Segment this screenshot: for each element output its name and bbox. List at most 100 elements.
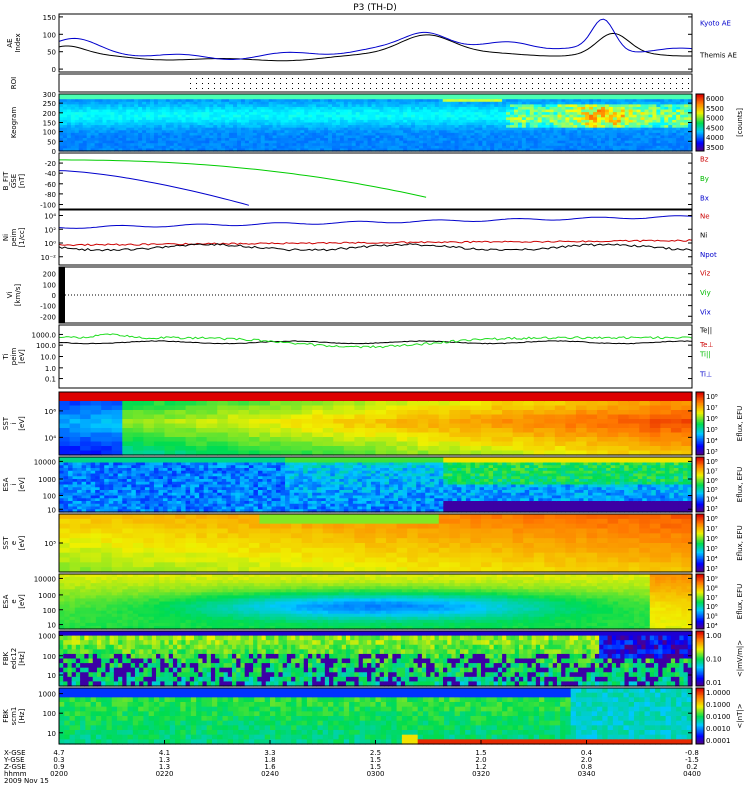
keogram-cell [513, 138, 519, 142]
keogram-cell [454, 114, 460, 118]
keogram-cell [525, 96, 531, 100]
roi-mark [556, 78, 557, 79]
keogram-cell [446, 101, 452, 105]
keogram-cell [102, 148, 108, 152]
sst_i-cell [554, 405, 566, 411]
keogram-cell [442, 114, 448, 118]
keogram-cell [209, 122, 214, 126]
keogram-cell [209, 132, 214, 137]
keogram-cell [446, 140, 452, 144]
keogram-cell [379, 114, 385, 118]
keogram-cell [403, 138, 408, 142]
keogram-cell [434, 99, 440, 103]
roi-mark [274, 88, 275, 89]
keogram-cell [466, 127, 472, 131]
keogram-cell [161, 132, 167, 137]
keogram-cell [486, 114, 491, 118]
keogram-cell [541, 94, 547, 98]
keogram-cell [620, 135, 626, 139]
keogram-cell [240, 127, 246, 131]
keogram-cell [122, 99, 127, 103]
sst_i-cell [248, 401, 261, 407]
keogram-cell [601, 125, 606, 129]
keogram-cell [185, 130, 191, 134]
roi-mark [406, 88, 407, 89]
roi-mark [586, 88, 587, 89]
keogram-cell [371, 132, 377, 137]
keogram-cell [355, 104, 361, 108]
keogram-cell [446, 125, 452, 129]
keogram-cell [98, 112, 104, 116]
keogram-cell [379, 138, 385, 142]
keogram-cell [300, 148, 305, 152]
keogram-cell [138, 119, 143, 124]
keogram-cell [525, 114, 531, 118]
keogram-cell [82, 117, 88, 121]
keogram-cell [517, 96, 523, 100]
sst_i-cell [417, 414, 429, 420]
keogram-cell [545, 119, 551, 124]
keogram-cell [351, 99, 357, 103]
keogram-cell [78, 135, 84, 139]
keogram-cell [94, 112, 100, 116]
keogram-cell [593, 143, 598, 147]
keogram-cell [640, 94, 646, 98]
roi-mark [664, 88, 665, 89]
keogram-cell [438, 109, 444, 113]
keogram-cell [430, 148, 436, 152]
keogram-cell [601, 109, 606, 113]
keogram-cell [268, 117, 274, 121]
roi-mark [250, 78, 251, 79]
keogram-cell [256, 145, 262, 150]
keogram-cell [74, 106, 80, 111]
keogram-cell [130, 99, 135, 103]
keogram-cell [549, 122, 555, 126]
keogram-cell [146, 145, 151, 150]
sst_i-cell [301, 446, 313, 452]
keogram-cell [347, 132, 353, 137]
keogram-cell [466, 130, 472, 134]
keogram-cell [359, 122, 365, 126]
sst_i-cell [227, 428, 239, 434]
sst_i-cell [491, 405, 503, 411]
sst_i-cell [185, 437, 197, 443]
keogram-cell [533, 99, 539, 103]
keogram-cell [450, 148, 456, 152]
keogram-cell [312, 143, 317, 147]
sst_i-cell [523, 423, 535, 429]
roi-mark [430, 88, 431, 89]
y-tick-label: -100 [40, 303, 56, 311]
keogram-cell [229, 143, 234, 147]
sst_i-cell [575, 396, 588, 402]
keogram-cell [233, 112, 238, 116]
keogram-cell [391, 99, 396, 103]
roi-mark [298, 88, 299, 89]
keogram-cell [66, 143, 72, 147]
keogram-cell [359, 99, 365, 103]
keogram-cell [177, 148, 183, 152]
keogram-cell [498, 135, 503, 139]
keogram-cell [153, 135, 159, 139]
keogram-cell [553, 106, 559, 111]
keogram-cell [248, 101, 254, 105]
keogram-cell [268, 119, 274, 124]
keogram-cell [367, 101, 373, 105]
keogram-cell [391, 135, 396, 139]
sst_i-cell [375, 423, 387, 429]
keogram-cell [525, 143, 531, 147]
sst_i-cell [554, 432, 566, 438]
keogram-cell [339, 140, 345, 144]
keogram-cell [193, 117, 199, 121]
keogram-cell [237, 96, 242, 100]
keogram-cell [474, 132, 479, 137]
keogram-cell [268, 138, 274, 142]
keogram-cell [415, 94, 420, 98]
keogram-cell [565, 99, 570, 103]
keogram-cell [593, 96, 598, 100]
keogram-cell [391, 117, 396, 121]
keogram-cell [478, 114, 483, 118]
keogram-cell [335, 104, 341, 108]
roi-mark [334, 88, 335, 89]
keogram-cell [74, 114, 80, 118]
sst_i-cell [428, 423, 440, 429]
